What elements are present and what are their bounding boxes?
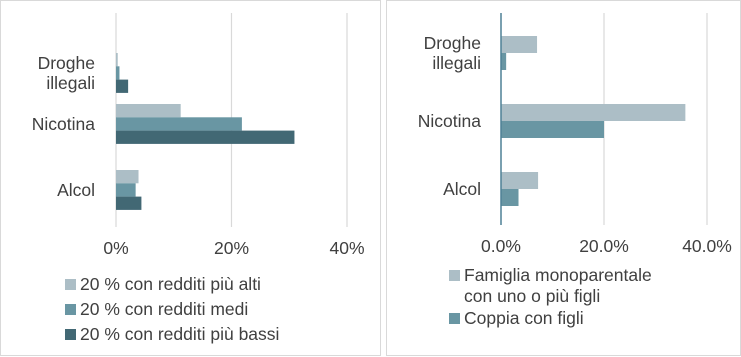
legend-swatch [449, 270, 460, 281]
category-label-nicotina: Nicotina [418, 111, 481, 131]
x-tick-label-1: 20% [214, 238, 249, 258]
bar-alcol-series-3 [116, 196, 142, 210]
x-tick-label-0: 0% [103, 238, 128, 258]
bar-nicotina-series-2 [501, 121, 604, 138]
household-bar-chart: Droghe illegali Nicotina Alcol 0.0% 20.0% 40.0… [418, 13, 732, 256]
chart-panel-income: Droghe illegali Nicotina Alcol 0% 20% 40% 20 %… [0, 0, 381, 356]
category-label-alcol: Alcol [443, 179, 481, 199]
bar-alcol-series-1 [116, 170, 139, 184]
bar-droghe-illegali-series-2 [116, 66, 120, 80]
legend-label: 20 % con redditi più alti [80, 274, 261, 294]
legend-label: 20 % con redditi più bassi [80, 324, 280, 344]
bar-nicotina-series-2 [116, 117, 242, 131]
legend-swatch [65, 279, 76, 290]
bar-droghe-illegali-series-2 [501, 53, 507, 70]
bar-nicotina-series-3 [116, 130, 295, 144]
bar-alcol-series-2 [116, 183, 136, 197]
legend-label: Coppia con figli [464, 308, 584, 328]
bar-droghe-illegali-series-3 [116, 79, 129, 93]
legend-swatch [65, 304, 76, 315]
category-label-droghe-illegali: Droghe illegali [424, 33, 481, 73]
x-tick-label-2: 40.0% [682, 236, 732, 256]
category-label-nicotina: Nicotina [32, 114, 95, 134]
x-tick-label-2: 40% [329, 238, 364, 258]
bar-nicotina-series-1 [116, 104, 181, 118]
category-label-droghe-illegali: Droghe illegali [38, 53, 95, 93]
x-tick-label-1: 20.0% [579, 236, 629, 256]
legend-label: 20 % con redditi medi [80, 299, 249, 319]
legend-label: Famiglia monoparentale con uno o più figl… [464, 265, 652, 306]
bar-droghe-illegali-series-1 [501, 36, 538, 53]
income-bar-chart: Droghe illegali Nicotina Alcol 0% 20% 40% [32, 13, 365, 258]
bar-droghe-illegali-series-1 [116, 53, 118, 67]
bar-alcol-series-1 [501, 172, 539, 189]
legend-swatch [449, 313, 460, 324]
category-label-alcol: Alcol [57, 180, 95, 200]
bar-nicotina-series-1 [501, 104, 686, 121]
legend-swatch [65, 329, 76, 340]
x-tick-label-0: 0.0% [481, 236, 521, 256]
bar-alcol-series-2 [501, 189, 519, 206]
chart-panel-household: Droghe illegali Nicotina Alcol 0.0% 20.0% 40.0… [386, 0, 741, 356]
